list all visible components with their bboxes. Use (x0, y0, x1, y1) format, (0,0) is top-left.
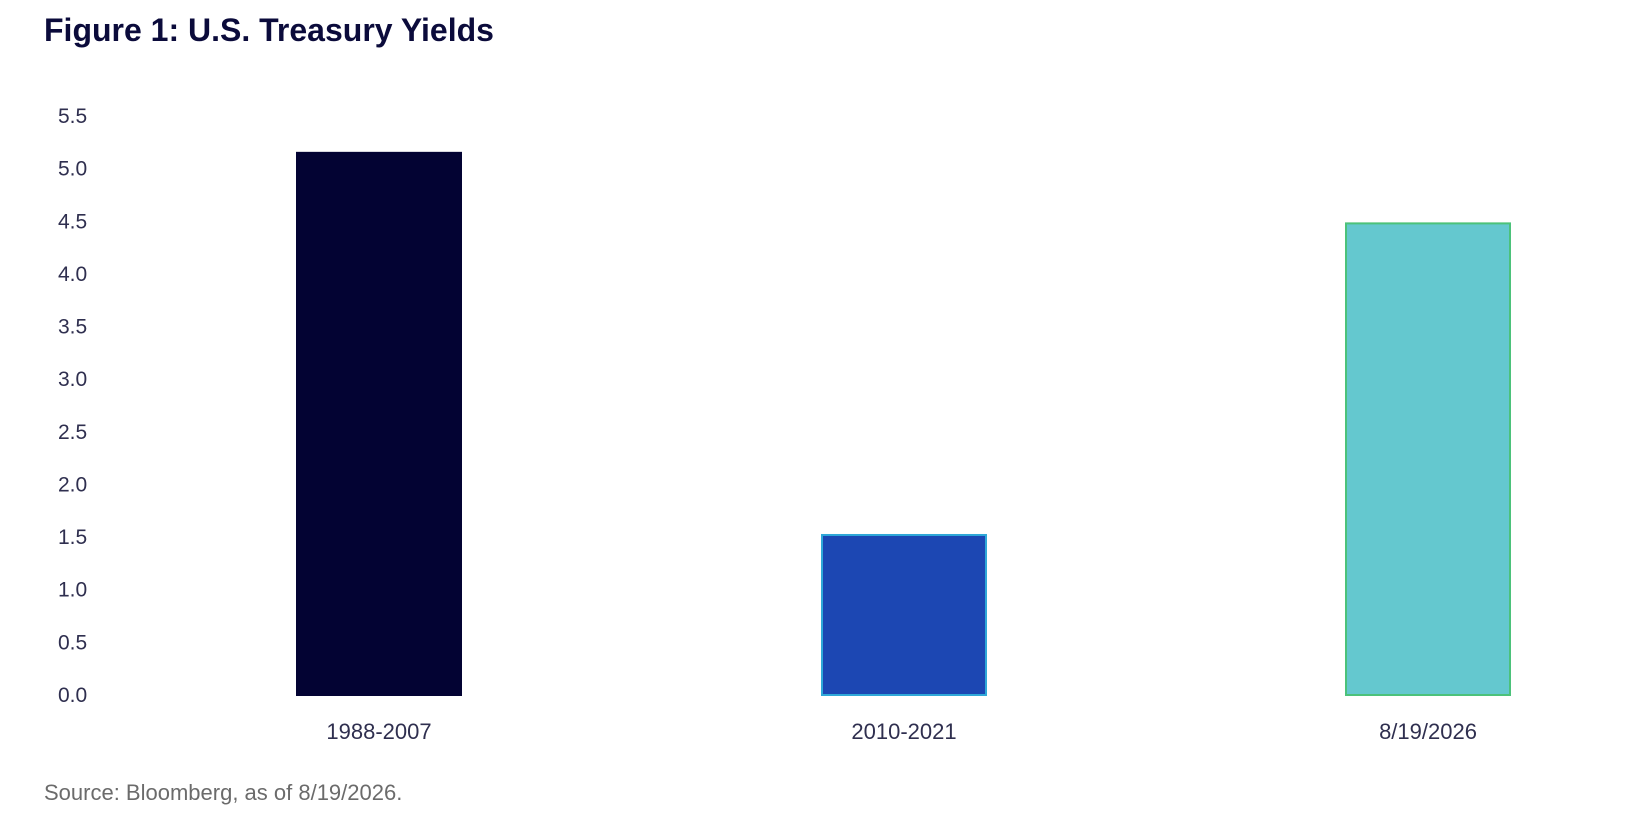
bars (296, 151, 1511, 697)
x-tick-label: 1988-2007 (326, 719, 431, 744)
x-axis: 1988-2007 2010-2021 8/19/2026 (326, 719, 1477, 744)
y-tick-label: 5.0 (58, 158, 87, 181)
y-tick-label: 4.0 (58, 263, 87, 286)
y-tick-label: 4.5 (58, 210, 87, 233)
y-tick-label: 1.5 (58, 526, 87, 549)
y-tick-label: 3.0 (58, 368, 87, 391)
chart-title: Figure 1: U.S. Treasury Yields (44, 12, 494, 48)
y-axis: 0.0 0.5 1.0 1.5 2.0 2.5 3.0 3.5 4.0 4.5 5.0 5.5 (58, 105, 87, 707)
y-tick-label: 1.0 (58, 579, 87, 602)
bar-3 (1345, 222, 1511, 697)
y-tick-label: 0.5 (58, 631, 87, 654)
y-tick-label: 3.5 (58, 316, 87, 339)
source-note: Source: Bloomberg, as of 8/19/2026. (44, 780, 403, 805)
bar-1 (296, 151, 462, 696)
x-tick-label: 2010-2021 (851, 719, 956, 744)
y-tick-label: 2.0 (58, 473, 87, 496)
y-tick-label: 2.5 (58, 421, 87, 444)
x-tick-label: 8/19/2026 (1379, 719, 1477, 744)
bar-2 (821, 533, 987, 697)
y-tick-label: 5.5 (58, 105, 87, 128)
y-tick-label: 0.0 (58, 684, 87, 707)
